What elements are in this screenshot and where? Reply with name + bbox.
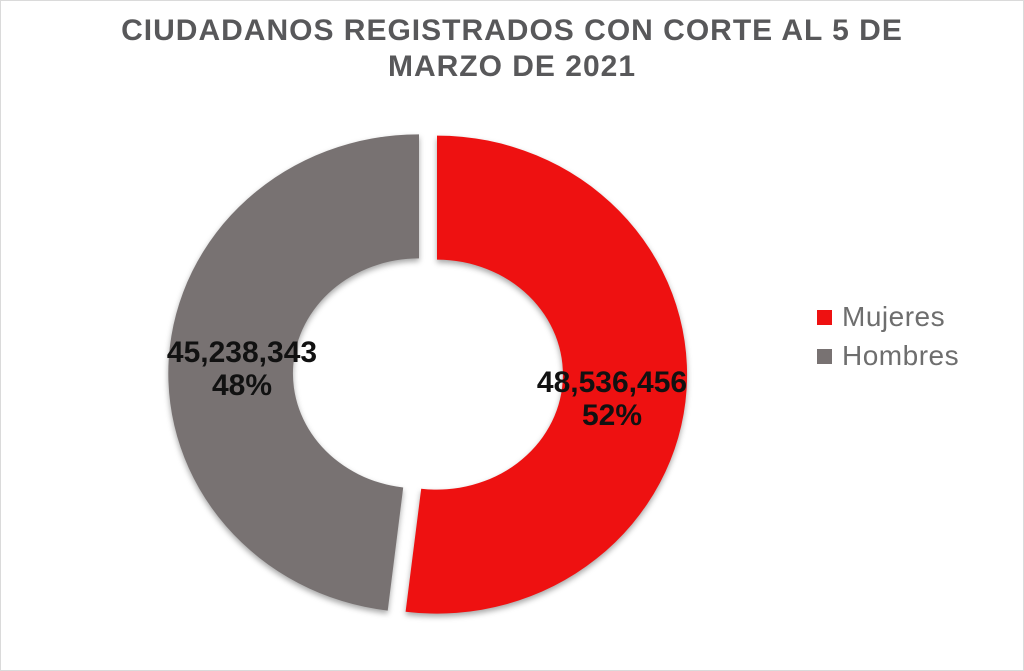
chart-title-line2: MARZO DE 2021 bbox=[387, 50, 637, 83]
legend: Mujeres Hombres bbox=[817, 301, 960, 380]
slice-label-hombres-percent: 48% bbox=[211, 369, 273, 402]
legend-swatch-mujeres-icon bbox=[817, 309, 832, 325]
chart-title-line1: CIUDADANOS REGISTRADOS CON CORTE AL 5 DE bbox=[121, 14, 903, 47]
legend-label-mujeres: Mujeres bbox=[842, 301, 946, 332]
donut-slice-hombres bbox=[168, 134, 419, 611]
legend-item-mujeres: Mujeres bbox=[817, 301, 959, 332]
slice-label-mujeres-percent: 52% bbox=[581, 399, 643, 432]
legend-swatch-hombres-icon bbox=[817, 348, 832, 364]
chart-title: CIUDADANOS REGISTRADOS CON CORTE AL 5 DE… bbox=[1, 13, 1023, 85]
slice-label-hombres-value: 45,238,343 bbox=[166, 336, 318, 369]
slice-label-mujeres-value: 48,536,456 bbox=[536, 366, 688, 399]
slice-label-hombres: 45,238,343 48% bbox=[167, 336, 317, 402]
donut-slice-mujeres bbox=[405, 135, 688, 614]
legend-label-hombres: Hombres bbox=[842, 340, 960, 371]
legend-item-hombres: Hombres bbox=[817, 340, 960, 371]
slice-label-mujeres: 48,536,456 52% bbox=[537, 366, 687, 432]
